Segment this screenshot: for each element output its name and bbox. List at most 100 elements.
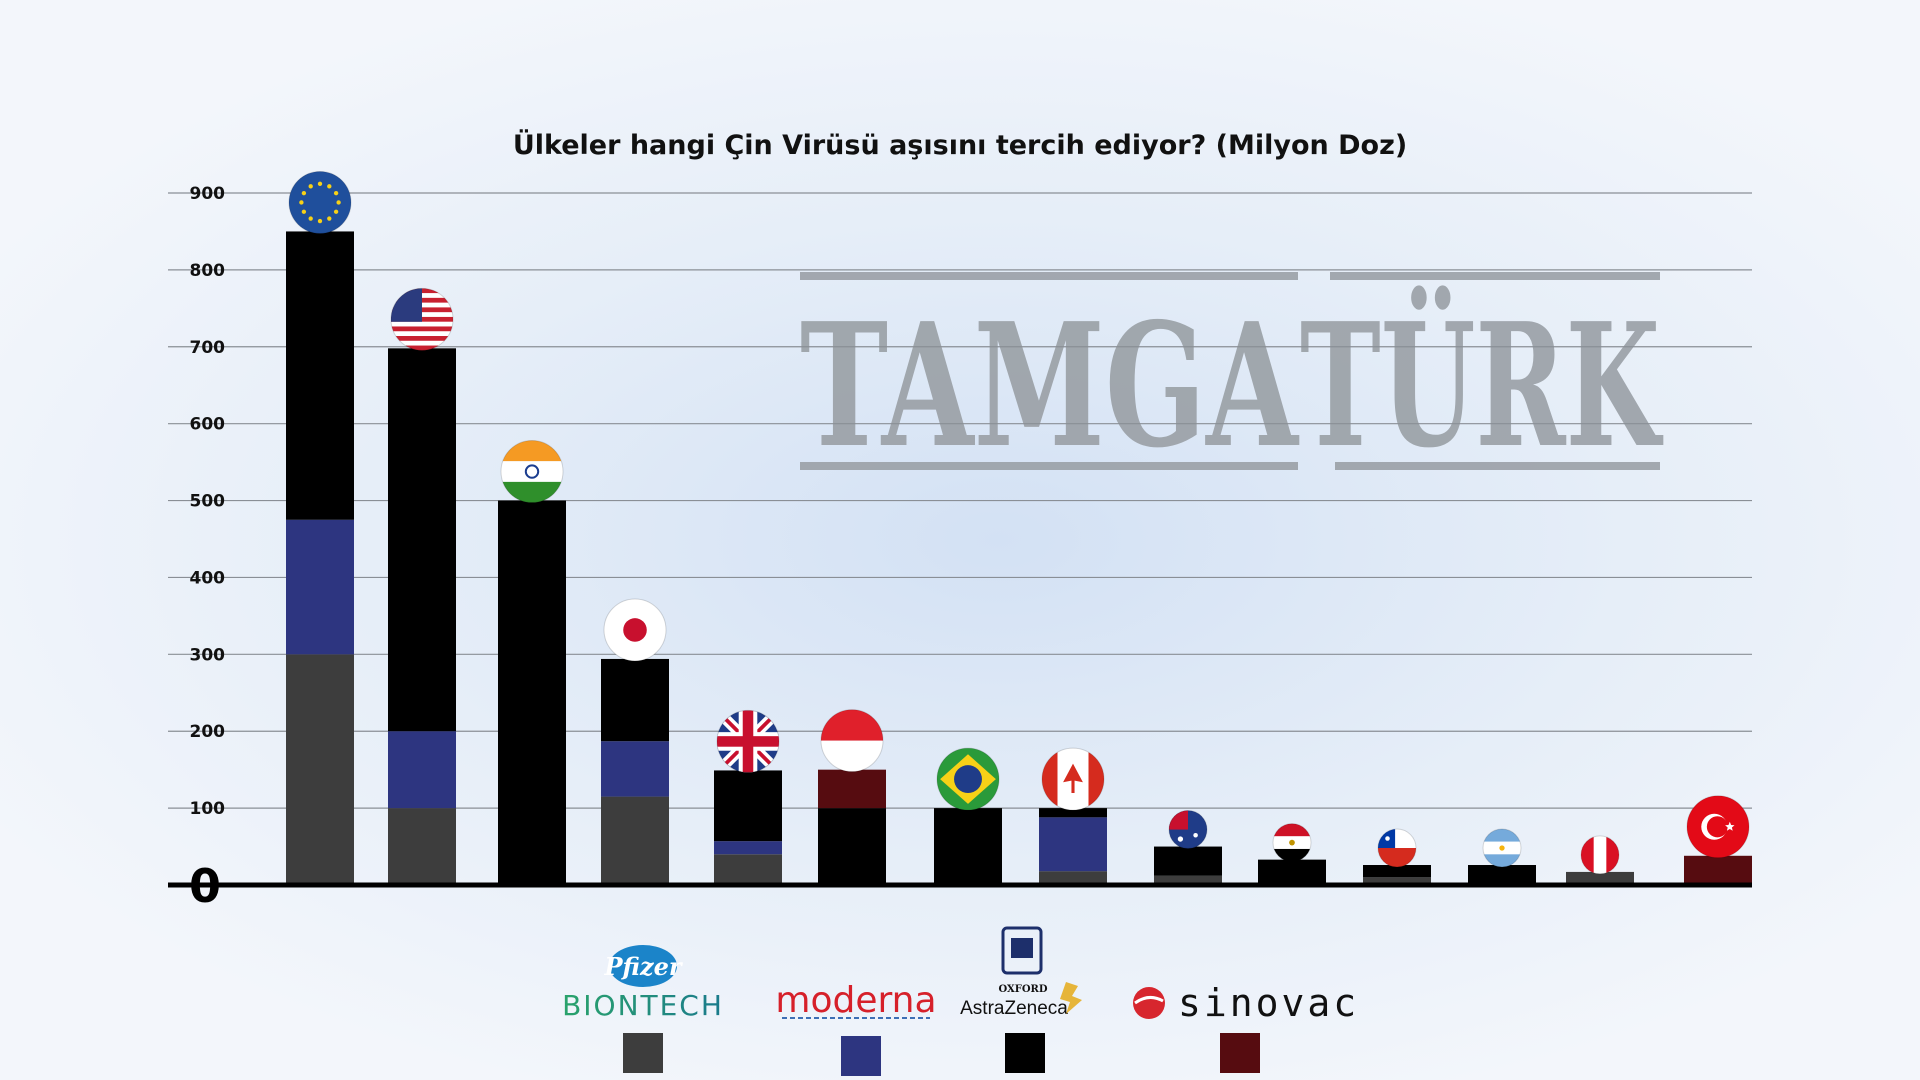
bar-australia-oxford-astrazeneca	[1154, 846, 1222, 876]
bar-chile-pfizer-biontech	[1363, 877, 1431, 885]
y-tick-label-400: 400	[190, 568, 226, 588]
egypt-black	[1273, 848, 1311, 862]
canada-maple-leaf	[1063, 763, 1083, 794]
bar-chile-oxford-astrazeneca	[1363, 865, 1431, 878]
argentina-flag-icon-content	[1483, 829, 1521, 868]
india-chakra	[524, 464, 540, 479]
indonesia-white	[821, 740, 883, 772]
astrazeneca-logo-text: AstraZeneca	[960, 998, 1068, 1019]
argentina-flag-icon-rim	[1482, 828, 1522, 868]
turkey-star	[1725, 821, 1735, 831]
australia-star	[1193, 832, 1198, 838]
y-tick-label-600: 600	[190, 415, 226, 435]
bar-brazil-oxford-astrazeneca	[934, 808, 1002, 885]
bar-uk-pfizer-biontech	[714, 854, 782, 885]
moderna-logo-text: moderna	[775, 980, 936, 1021]
bar-japan-pfizer-biontech	[601, 796, 669, 885]
eu-star	[327, 216, 332, 221]
japan-flag-icon-content	[604, 598, 666, 661]
bar-turkey-sinovac	[1684, 855, 1752, 885]
sinovac-logo-swoosh	[1134, 996, 1164, 1005]
australia-commonwealth-star	[1177, 836, 1184, 842]
eu-flag-icon	[288, 170, 352, 234]
eu-star	[333, 190, 339, 196]
y-tick-label-300: 300	[190, 645, 226, 665]
chile-star	[1385, 836, 1390, 841]
japan-sun	[623, 618, 647, 642]
bar-canada-oxford-astrazeneca	[1039, 808, 1107, 818]
japan-flag-icon-rim	[603, 598, 667, 662]
bar-japan-moderna	[601, 741, 669, 797]
canada-flag-icon	[1041, 747, 1105, 811]
canada-right-band	[1088, 748, 1104, 811]
eu-star	[333, 209, 339, 214]
india-saffron	[501, 440, 563, 462]
bar-usa-oxford-astrazeneca	[388, 348, 456, 732]
brazil-globe	[954, 765, 982, 794]
japan-flag-icon	[603, 598, 667, 662]
uk-cross-red-h	[717, 736, 779, 747]
eu-star	[317, 218, 323, 224]
eu-flag-icon-content	[289, 171, 351, 234]
legend-item-astrazeneca: OXFORD AstraZeneca	[960, 926, 1082, 1073]
legend-item-moderna: moderna	[775, 980, 937, 1076]
peru-flag-icon-content	[1581, 835, 1619, 874]
india-flag-icon	[500, 440, 564, 504]
usa-flag-icon-content	[391, 288, 453, 351]
pfizer-logo-text: Pfizer	[603, 952, 683, 981]
bar-indonesia-sinovac	[818, 769, 886, 809]
chart-title: Ülkeler hangi Çin Virüsü aşısını tercih …	[513, 128, 1407, 161]
y-tick-label-500: 500	[190, 492, 226, 512]
indonesia-flag-icon-rim	[820, 709, 884, 773]
eu-star	[336, 200, 341, 205]
legend-item-pfizer-biontech: Pfizer BIONTECH	[562, 945, 722, 1073]
uk-flag-icon-rim	[716, 709, 780, 773]
indonesia-red	[821, 709, 883, 741]
pfizer-logo-icon	[609, 945, 677, 987]
chile-flag-icon-content	[1378, 829, 1416, 868]
oxford-logo-text: OXFORD	[998, 984, 1047, 995]
eu-star	[301, 209, 307, 214]
eu-flag-icon-rim	[288, 170, 352, 234]
astrazeneca-symbol-icon	[1060, 982, 1082, 1014]
bar-japan-oxford-astrazeneca	[601, 658, 669, 742]
egypt-flag-icon-content	[1273, 823, 1311, 862]
y-tick-label-800: 800	[190, 261, 226, 281]
brazil-flag-icon	[936, 747, 1000, 811]
usa-stripe	[391, 336, 453, 342]
eu-star	[317, 181, 323, 187]
legend-swatch-pfizer	[623, 1033, 663, 1073]
canada-flag-icon-rim	[1041, 747, 1105, 811]
egypt-flag-icon	[1272, 823, 1312, 863]
bar-canada-moderna	[1039, 817, 1107, 872]
chile-red	[1378, 848, 1416, 868]
watermark: TAMGA TÜRK	[800, 272, 1663, 486]
y-tick-label-200: 200	[190, 722, 226, 742]
bar-eu-pfizer-biontech	[286, 654, 354, 885]
usa-stripe	[391, 331, 453, 337]
turkey-flag-icon-content	[1687, 795, 1749, 858]
legend-swatch-sinovac	[1220, 1033, 1260, 1073]
legend-swatch-astrazeneca	[1005, 1033, 1045, 1073]
bar-usa-moderna	[388, 731, 456, 809]
oxford-crest-icon	[1001, 926, 1043, 975]
eu-star	[301, 190, 307, 196]
bar-australia-pfizer-biontech	[1154, 875, 1222, 885]
turkey-crescent-inner	[1706, 816, 1728, 838]
usa-canton	[391, 288, 422, 322]
bar-india-oxford-astrazeneca	[498, 500, 566, 885]
usa-stripe	[391, 345, 453, 351]
canada-left-band	[1042, 748, 1058, 811]
eu-star	[308, 184, 313, 189]
brazil-flag-icon-content	[937, 748, 999, 811]
usa-stripe	[391, 321, 453, 327]
bar-usa-pfizer-biontech	[388, 808, 456, 885]
uk-flag-icon-content	[717, 710, 779, 773]
india-white	[501, 461, 563, 482]
sinovac-logo-icon	[1133, 987, 1165, 1019]
chile-flag-icon	[1377, 828, 1417, 868]
sinovac-logo-text: sinovac	[1178, 981, 1359, 1025]
bar-eu-moderna	[286, 519, 354, 655]
india-flag-icon-content	[501, 440, 563, 503]
